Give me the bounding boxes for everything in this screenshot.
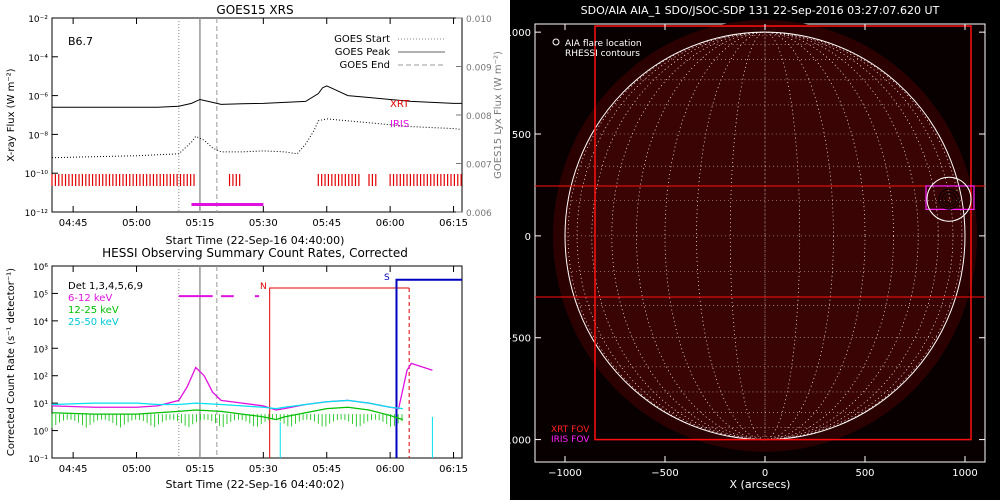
hessi-night-line: [270, 288, 409, 458]
goes-ytick-label: 10⁻⁸: [28, 131, 48, 141]
goes-xtick-label: 06:00: [376, 218, 405, 229]
hessi-ytick-label: 10⁵: [33, 290, 48, 300]
goes-panel: 04:45 05:00 05:15 05:30 05:45 06:00 06:15 10⁻² 1…: [25, 15, 492, 229]
aia-title: SDO/AIA AIA_1 SDO/JSOC-SDP 131 22-Sep-20…: [581, 4, 940, 17]
goes-xtick-label: 06:15: [439, 218, 468, 229]
hessi-ytick-label: 10⁶: [33, 263, 48, 273]
hessi-legend-title: Det 1,3,4,5,6,9: [68, 281, 143, 292]
aia-xtick-label: 1000: [952, 468, 977, 479]
aia-ytick-label: 1000: [506, 28, 531, 39]
aia-fov-xrt-label: XRT FOV: [551, 425, 590, 435]
goes-xtick-label: 05:45: [312, 218, 341, 229]
goes-ytick-right-label: 0.006: [466, 209, 492, 219]
hessi-ytick-label: 10⁻¹: [28, 455, 48, 465]
goes-xrt-label: XRT: [390, 99, 410, 110]
hessi-xtick-label: 05:00: [122, 464, 151, 475]
goes-legend-end: GOES End: [340, 60, 390, 71]
hessi-xtick-label: 06:00: [376, 464, 405, 475]
goes-ytick-right-label: 0.009: [466, 64, 492, 74]
hessi-ytick-label: 10⁰: [33, 428, 48, 438]
goes-class-label: B6.7: [68, 35, 93, 48]
aia-xtick-label: −1000: [548, 468, 582, 479]
aia-ytick-label: −1000: [497, 436, 531, 447]
hessi-ytick-label: 10²: [33, 373, 48, 383]
hessi-legend-25-50: 25-50 keV: [68, 317, 119, 328]
aia-ytick-label: 500: [512, 130, 531, 141]
goes-ytick-label: 10⁻²: [28, 15, 48, 25]
goes-ylabel: X-ray Flux (W m⁻²): [6, 68, 17, 161]
hessi-frame: [52, 266, 462, 458]
aia-legend-flare: AIA flare location: [565, 39, 642, 49]
goes-ytick-right-label: 0.008: [466, 112, 492, 122]
goes-iris-label: IRIS: [390, 119, 409, 130]
hessi-legend-6-12: 6-12 keV: [68, 293, 112, 304]
goes-legend-peak: GOES Peak: [335, 47, 390, 58]
hessi-title: HESSI Observing Summary Count Rates, Cor…: [102, 246, 408, 260]
hessi-ylabel: Corrected Count Rate (s⁻¹ detector⁻¹): [6, 268, 17, 456]
hessi-xtick-label: 05:45: [312, 464, 341, 475]
goes-iris-obs-bar: [191, 203, 263, 206]
aia-xtick-label: −500: [651, 468, 678, 479]
hessi-xtick-label: 04:45: [59, 464, 88, 475]
goes-ylabel-right: GOES15 Lyx Flux (W m⁻²): [493, 51, 504, 179]
aia-ytick-label: 0: [525, 232, 531, 243]
hessi-series-1: [52, 407, 403, 419]
hessi-xlabel: Start Time (22-Sep-16 04:40:02): [166, 478, 345, 491]
hessi-legend-12-25: 12-25 keV: [68, 305, 119, 316]
hessi-xtick-label: 05:15: [186, 464, 215, 475]
goes-ytick-right-label: 0.010: [466, 15, 492, 25]
goes-title: GOES15 XRS: [216, 3, 293, 17]
aia-ytick-label: −500: [504, 334, 531, 345]
goes-ytick-label: 10⁻¹⁰: [25, 170, 49, 180]
aia-xtick-label: 500: [855, 468, 874, 479]
aia-xlabel: X (arcsecs): [730, 478, 791, 491]
hessi-ytick-label: 10¹: [33, 400, 48, 410]
hessi-xtick-label: 05:30: [249, 464, 278, 475]
hessi-marker-s: S: [384, 273, 390, 283]
hessi-ytick-label: 10⁴: [33, 318, 48, 328]
goes-xtick-label: 05:00: [122, 218, 151, 229]
goes-xtick-label: 05:15: [186, 218, 215, 229]
goes-ytick-label: 10⁻⁶: [28, 93, 48, 103]
goes-ytick-label: 10⁻¹²: [25, 209, 49, 219]
hessi-ytick-label: 10³: [33, 345, 48, 355]
aia-legend-rhessi: RHESSI contours: [565, 49, 640, 59]
goes-xtick-label: 04:45: [59, 218, 88, 229]
goes-ytick-label: 10⁻⁴: [28, 54, 48, 64]
aia-fov-iris-label: IRIS FOV: [551, 435, 590, 445]
goes-ytick-right-label: 0.007: [466, 161, 492, 171]
hessi-xtick-label: 06:15: [439, 464, 468, 475]
goes-xtick-label: 05:30: [249, 218, 278, 229]
goes-legend-start: GOES Start: [334, 34, 390, 45]
hessi-marker-n: N: [260, 282, 267, 292]
